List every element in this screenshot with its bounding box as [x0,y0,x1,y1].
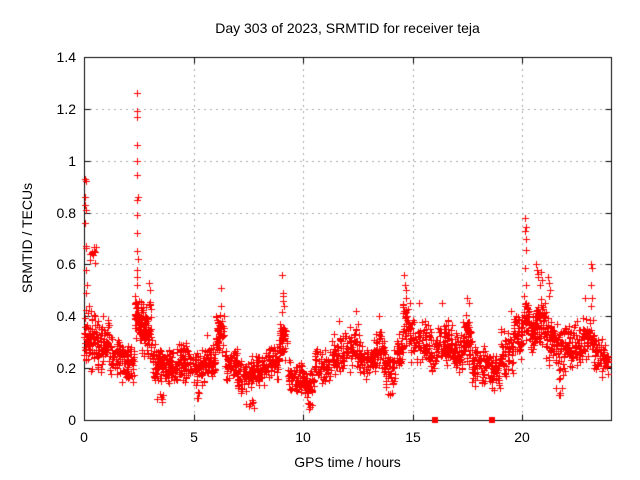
x-tick-label: 0 [80,429,88,445]
y-tick-label: 0.4 [56,308,76,324]
x-tick-label: 5 [190,429,198,445]
x-tick-label: 20 [514,429,530,445]
y-tick-label: 1 [68,153,76,169]
y-tick-label: 0.8 [56,205,76,221]
y-tick-label: 0.6 [56,256,76,272]
y-axis-label: SRMTID / TECUs [19,182,35,294]
chart-title: Day 303 of 2023, SRMTID for receiver tej… [215,20,480,36]
y-tick-label: 1.4 [56,49,76,65]
y-tick-label: 0 [68,412,76,428]
x-axis-label: GPS time / hours [294,454,401,470]
x-tick-label: 10 [295,429,311,445]
y-tick-label: 0.2 [56,360,76,376]
x-tick-label: 15 [405,429,421,445]
y-tick-label: 1.2 [56,101,76,117]
